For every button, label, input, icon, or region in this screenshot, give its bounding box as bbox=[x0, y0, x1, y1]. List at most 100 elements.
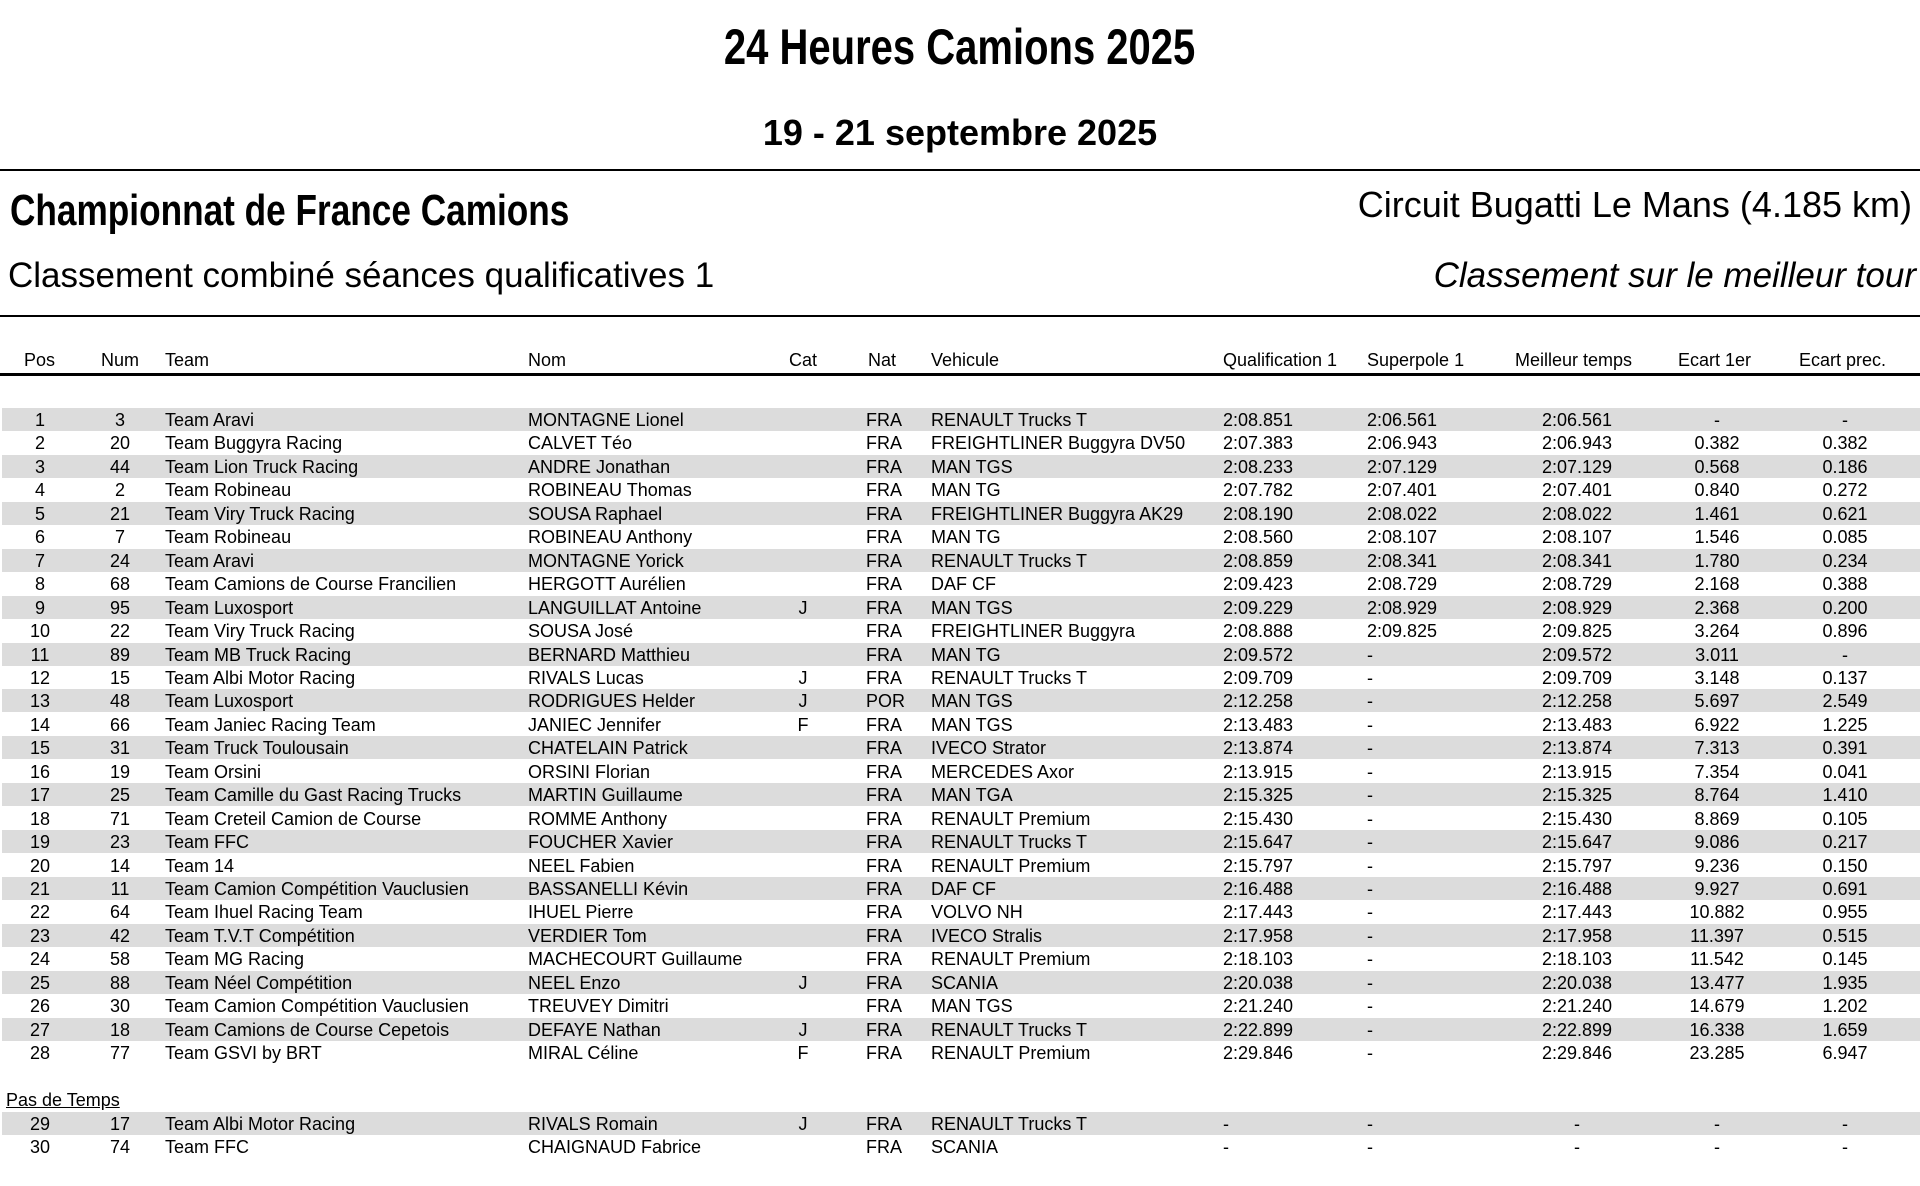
cell-superpole-1: - bbox=[1367, 667, 1373, 688]
cell-pos: 8 bbox=[34, 574, 46, 595]
cell-vehicule: IVECO Stralis bbox=[931, 925, 1043, 946]
cell-ecart-prec: 1.225 bbox=[1822, 714, 1868, 735]
cell-ecart-1er: 0.840 bbox=[1694, 480, 1740, 501]
cell-superpole-1: - bbox=[1367, 996, 1373, 1017]
cell-ecart-prec: 1.659 bbox=[1822, 1019, 1868, 1040]
cell-pos: 25 bbox=[29, 972, 51, 993]
cell-superpole-1: - bbox=[1367, 902, 1373, 923]
cell-num: 2 bbox=[114, 480, 126, 501]
cell-meilleur-temps: 2:06.943 bbox=[1541, 433, 1613, 454]
cell-qualification-1: 2:15.647 bbox=[1223, 832, 1294, 853]
cell-num: 23 bbox=[109, 832, 131, 853]
cell-meilleur-temps: 2:15.647 bbox=[1541, 832, 1613, 853]
cell-pos: 30 bbox=[29, 1137, 51, 1158]
cell-team: Team T.V.T Compétition bbox=[165, 925, 355, 946]
column-header-ecart-1er: Ecart 1er bbox=[1678, 350, 1752, 370]
cell-pos: 9 bbox=[34, 597, 46, 618]
cell-num: 68 bbox=[109, 574, 131, 595]
table-row: 27 18 Team Camions de Course Cepetois DEFAY… bbox=[2, 1017, 1920, 1041]
cell-nom: NEEL Enzo bbox=[528, 972, 621, 993]
cell-qualification-1: 2:07.383 bbox=[1223, 433, 1294, 454]
cell-nat: FRA bbox=[866, 574, 902, 595]
cell-qualification-1: 2:08.190 bbox=[1223, 503, 1294, 524]
cell-ecart-prec: 1.202 bbox=[1822, 996, 1868, 1017]
cell-vehicule: MAN TG bbox=[931, 527, 1001, 548]
cell-ecart-prec: 0.621 bbox=[1822, 503, 1868, 524]
table-row: 22 64 Team Ihuel Racing Team IHUEL Pierre FR… bbox=[2, 900, 1920, 923]
cell-meilleur-temps: 2:08.929 bbox=[1541, 597, 1613, 618]
table-row: 29 17 Team Albi Motor Racing RIVALS Romain J… bbox=[2, 1112, 1920, 1135]
table-row: 26 30 Team Camion Compétition Vauclusien TR… bbox=[2, 994, 1920, 1017]
cell-ecart-prec: 0.234 bbox=[1822, 550, 1868, 571]
cell-vehicule: SCANIA bbox=[931, 1137, 999, 1158]
cell-team: Team Camille du Gast Racing Trucks bbox=[165, 785, 462, 806]
cell-ecart-1er: 2.368 bbox=[1694, 597, 1740, 618]
cell-nat: FRA bbox=[866, 925, 902, 946]
cell-superpole-1: - bbox=[1367, 785, 1373, 806]
cell-nat: FRA bbox=[866, 902, 902, 923]
column-header-pos: Pos bbox=[24, 350, 56, 370]
cell-ecart-prec: 0.896 bbox=[1822, 621, 1868, 642]
cell-team: Team Lion Truck Racing bbox=[165, 456, 359, 477]
cell-nom: ROBINEAU Anthony bbox=[528, 527, 693, 548]
cell-superpole-1: - bbox=[1367, 738, 1373, 759]
cell-team: Team Orsini bbox=[165, 761, 262, 782]
cell-ecart-1er: 0.382 bbox=[1694, 433, 1740, 454]
table-row: 8 68 Team Camions de Course Francilien HERG… bbox=[2, 572, 1920, 595]
cell-cat: J bbox=[798, 597, 808, 618]
cell-nat: FRA bbox=[866, 667, 902, 688]
cell-meilleur-temps: 2:17.443 bbox=[1541, 902, 1613, 923]
cell-nat: FRA bbox=[866, 738, 902, 759]
cell-num: 18 bbox=[109, 1019, 131, 1040]
cell-qualification-1: 2:17.443 bbox=[1223, 902, 1294, 923]
cell-qualification-1: 2:15.430 bbox=[1223, 808, 1294, 829]
cell-superpole-1: 2:06.943 bbox=[1367, 433, 1438, 454]
cell-pos: 26 bbox=[29, 996, 51, 1017]
cell-ecart-1er: 23.285 bbox=[1689, 1043, 1745, 1064]
cell-num: 3 bbox=[114, 410, 126, 430]
cell-vehicule: RENAULT Trucks T bbox=[931, 550, 1088, 571]
cell-ecart-prec: 0.955 bbox=[1822, 902, 1868, 923]
cell-superpole-1: 2:08.729 bbox=[1367, 574, 1438, 595]
cell-vehicule: FREIGHTLINER Buggyra bbox=[931, 621, 1136, 642]
cell-nom: MARTIN Guillaume bbox=[528, 785, 683, 806]
cell-pos: 29 bbox=[29, 1114, 51, 1134]
cell-nat: FRA bbox=[866, 855, 902, 876]
cell-team: Team FFC bbox=[165, 832, 250, 853]
cell-nat: FRA bbox=[866, 808, 902, 829]
cell-team: Team Viry Truck Racing bbox=[165, 503, 355, 524]
cell-vehicule: RENAULT Trucks T bbox=[931, 667, 1088, 688]
cell-ecart-1er: 16.338 bbox=[1689, 1019, 1745, 1040]
table-row: 30 74 Team FFC CHAIGNAUD Fabrice FRA SCANIA - -… bbox=[2, 1135, 1920, 1158]
cell-pos: 18 bbox=[29, 808, 51, 829]
cell-vehicule: MAN TG bbox=[931, 480, 1001, 501]
cell-num: 14 bbox=[109, 855, 131, 876]
cell-team: Team Ihuel Racing Team bbox=[165, 902, 363, 923]
cell-num: 21 bbox=[109, 503, 131, 524]
cell-nat: FRA bbox=[866, 527, 902, 548]
column-header-qualification-1: Qualification 1 bbox=[1223, 350, 1338, 370]
cell-meilleur-temps: 2:07.401 bbox=[1541, 480, 1613, 501]
cell-vehicule: RENAULT Trucks T bbox=[931, 1114, 1088, 1134]
cell-ecart-prec: - bbox=[1842, 1137, 1848, 1158]
table-row: 11 89 Team MB Truck Racing BERNARD Matthieu… bbox=[2, 642, 1920, 666]
cell-pos: 5 bbox=[34, 503, 46, 524]
cell-superpole-1: 2:08.341 bbox=[1367, 550, 1438, 571]
cell-num: 89 bbox=[109, 644, 131, 665]
table-row: 20 14 Team 14 NEEL Fabien FRA RENAULT Premium… bbox=[2, 854, 1920, 877]
cell-num: 11 bbox=[110, 879, 130, 899]
cell-ecart-prec: 0.145 bbox=[1822, 949, 1868, 970]
cell-num: 42 bbox=[109, 925, 131, 946]
cell-nom: SOUSA Raphael bbox=[528, 503, 663, 524]
cell-nat: FRA bbox=[866, 456, 902, 477]
table-row: 7 24 Team Aravi MONTAGNE Yorick FRA RENAULT T… bbox=[2, 548, 1920, 572]
no-time-section-label: Pas de Temps bbox=[6, 1090, 120, 1110]
cell-nat: FRA bbox=[866, 1019, 902, 1040]
cell-qualification-1: 2:21.240 bbox=[1223, 996, 1294, 1017]
cell-pos: 13 bbox=[29, 691, 51, 712]
cell-ecart-1er: 1.780 bbox=[1694, 550, 1740, 571]
cell-pos: 19 bbox=[29, 832, 51, 853]
cell-pos: 14 bbox=[29, 714, 51, 735]
cell-meilleur-temps: 2:16.488 bbox=[1541, 879, 1613, 899]
cell-team: Team Néel Compétition bbox=[165, 972, 353, 993]
